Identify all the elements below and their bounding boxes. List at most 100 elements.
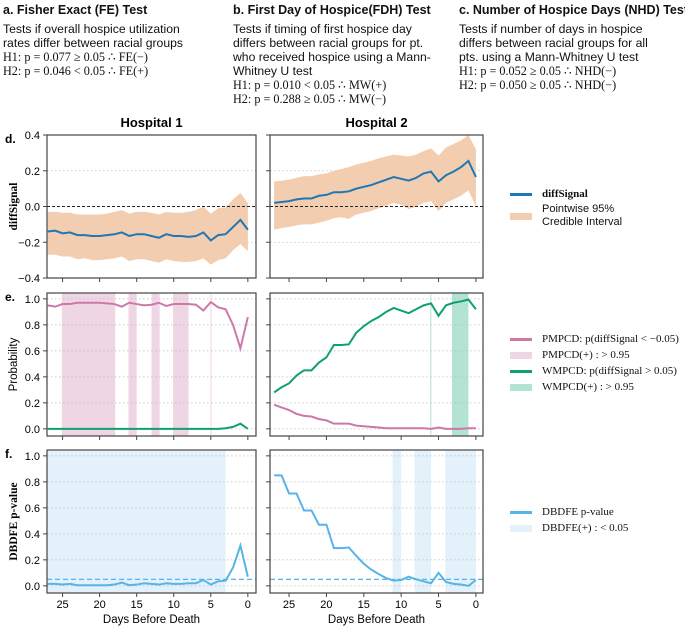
x-tick-label: 20 [93,599,105,611]
fisher-exact-test-text: a. Fisher Exact (FE) Test Tests if overa… [3,3,225,78]
credible-interval-band [47,193,248,265]
y-tick-label: 1.0 [25,451,40,463]
legend-pmpcd-plus: PMPCD(+) : > 0.95 [510,349,630,362]
y-tick-label: −0.2 [18,237,40,249]
y-tick-label: 0.2 [25,555,40,567]
y-tick-label: 0.4 [25,130,40,142]
legend-dbdfe-plus: DBDFE(+) : < 0.05 [510,522,628,535]
pmpcd-shade-span [172,293,189,436]
legend-line-swatch [510,338,532,341]
y-tick-label: 0.2 [25,398,40,410]
dbdfe-shade-span [392,450,402,593]
legend-band-swatch [510,212,532,220]
legend-credible-interval: Pointwise 95% Credible Interval [510,203,622,229]
y-axis-label: diffSignal [8,183,20,231]
y-tick-label: 0.0 [25,202,40,214]
plot-area [270,450,483,593]
legend-wmpcd-plus: WMPCD(+) : > 0.95 [510,381,634,394]
y-axis-label: Probability [8,337,20,391]
legend-label: DBDFE(+) : < 0.05 [542,522,629,534]
column-title: Hospital 1 [120,115,182,130]
plot-area [270,135,483,278]
x-tick-label: 5 [208,599,214,611]
plot-area [47,293,256,436]
y-tick-label: 0.0 [25,424,40,436]
legend-wmpcd: WMPCD: p(diffSignal > 0.05) [510,365,677,378]
x-tick-label: 20 [320,599,332,611]
legend-line-swatch [510,193,532,196]
pmpcd-line [47,300,249,352]
test-title: b. First Day of Hospice(FDH) Test [233,3,431,17]
y-tick-label: −0.4 [18,273,40,285]
axes-frame [269,449,484,594]
legend-line-swatch [510,511,532,514]
pmpcd-shade-span [210,293,212,436]
y-tick-label: 1.0 [25,294,40,306]
dbdfe-shade-span [414,450,432,593]
hospice-days-test-text: c. Number of Hospice Days (NHD) Test Tes… [459,3,685,92]
axes-frame [46,292,257,437]
legend-pmpcd: PMPCD: p(diffSignal < −0.05) [510,333,679,346]
x-tick-label: 0 [473,599,479,611]
y-tick-label: 0.8 [25,477,40,489]
legend-label: WMPCD(+) : > 0.95 [542,381,634,393]
test-h1-result: H1: p = 0.052 ≥ 0.05 ∴ NHD(−) [459,64,617,78]
dbdfe-line [274,474,477,587]
test-h1-result: H1: p = 0.077 ≥ 0.05 ∴ FE(−) [3,50,148,64]
legend-dbdfe: DBDFE p-value [510,506,614,519]
x-tick-label: 10 [168,599,180,611]
x-tick-label: 25 [283,599,295,611]
x-tick-label: 10 [395,599,407,611]
diffsignal-line [273,159,477,204]
legend-label: DBDFE p-value [542,506,614,518]
legend-label: Pointwise 95% Credible Interval [542,203,623,228]
x-tick-label: 25 [56,599,68,611]
wmpcd-shade-span [451,293,469,436]
first-day-hospice-test-text: b. First Day of Hospice(FDH) Test Tests … [233,3,453,106]
legend-label: diffSignal [542,188,588,200]
legend-band-swatch [510,352,532,359]
plot-area [47,450,256,593]
legend-band-swatch [510,384,532,391]
panel-letter: d. [5,132,16,146]
legend-label: WMPCD: p(diffSignal > 0.05) [542,365,677,377]
panel-letter: e. [5,290,15,304]
pmpcd-line [273,403,476,430]
diffsignal-line [47,218,249,242]
y-tick-label: 0.8 [25,320,40,332]
dbdfe-shade-span [47,450,226,593]
y-tick-label: 0.0 [25,581,40,593]
x-tick-label: 15 [131,599,143,611]
credible-interval-band [274,135,476,230]
test-h1-result: H1: p = 0.010 < 0.05 ∴ MW(+) [233,78,387,92]
axes-frame [46,449,257,594]
test-description: Tests if timing of first hospice day dif… [233,22,431,78]
dbdfe-shade-span [445,450,476,593]
plot-area [270,293,483,436]
x-tick-label: 0 [245,599,251,611]
test-description: Tests if overall hospice utilization rat… [3,22,183,50]
x-axis-label: Days Before Death [328,614,425,626]
y-axis-label: DBDFE p-value [8,482,20,560]
legend-line-swatch [510,370,532,373]
test-h2-result: H2: p = 0.050 ≥ 0.05 ∴ NHD(−) [459,78,617,92]
legend-diffsignal: diffSignal [510,188,588,201]
wmpcd-line [273,298,477,394]
legend-label: PMPCD: p(diffSignal < −0.05) [542,333,679,345]
test-title: c. Number of Hospice Days (NHD) Test [459,3,685,17]
test-description: Tests if number of days in hospice diffe… [459,22,648,64]
y-tick-label: 0.4 [25,529,40,541]
pmpcd-shade-span [61,293,116,436]
test-title: a. Fisher Exact (FE) Test [3,3,148,17]
x-tick-label: 5 [435,599,441,611]
legend-band-swatch [510,525,532,532]
legend-label: PMPCD(+) : > 0.95 [542,349,630,361]
pmpcd-shade-span [151,293,160,436]
y-tick-label: 0.4 [25,372,40,384]
test-h2-result: H2: p = 0.288 ≥ 0.05 ∴ MW(−) [233,92,387,106]
wmpcd-line [47,422,249,430]
y-tick-label: 0.6 [25,503,40,515]
pmpcd-shade-span [128,293,137,436]
x-tick-label: 15 [358,599,370,611]
y-tick-label: 0.2 [25,166,40,178]
